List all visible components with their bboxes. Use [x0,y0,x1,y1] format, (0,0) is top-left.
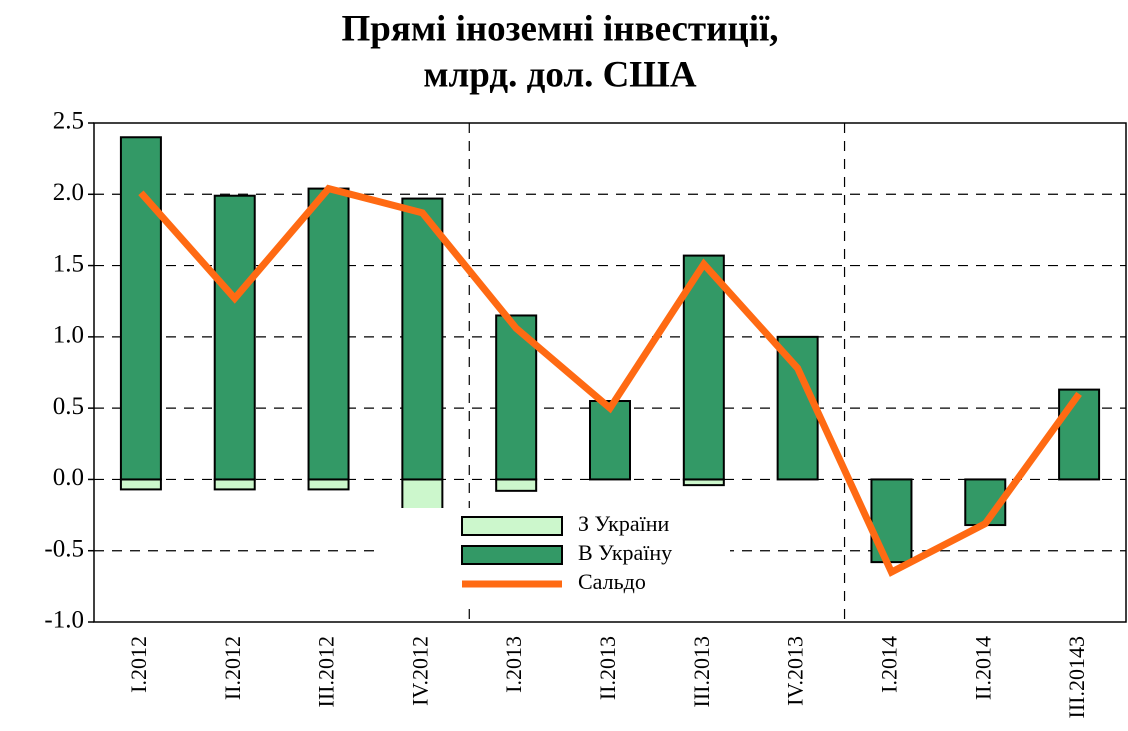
x-tick-label: III.2012 [314,636,339,707]
y-tick-label: -0.5 [44,535,84,562]
x-tick-label: II.2012 [220,636,245,700]
line [138,184,1082,577]
bar [401,197,444,481]
bar [776,335,819,481]
legend-label: З України [578,511,670,536]
y-tick-label: 1.0 [53,322,84,349]
y-tick-label: 2.5 [53,108,84,135]
bar [307,187,350,481]
legend-label: В Україну [578,540,672,565]
x-tick-label: III.2013 [689,636,714,707]
plot-border [93,122,1127,623]
x-tick-label: I.2012 [126,636,151,693]
y-tick-label: 0.0 [53,464,84,491]
x-tick-label: I.2013 [501,636,526,693]
legend-swatch [461,545,563,565]
bar [495,478,538,492]
bar [682,254,725,481]
x-tick-label: IV.2013 [783,636,808,706]
bar [1058,388,1101,481]
y-tick-label: -1.0 [44,607,84,634]
y-tick-label: 2.0 [53,179,84,206]
bar [307,478,350,491]
chart-title: млрд. дол. США [423,54,697,95]
x-tick-label: III.20143 [1064,636,1089,718]
bar [589,400,631,481]
y-tick-label: 0.5 [53,393,84,420]
legend-label: Сальдо [578,569,646,594]
y-tick-label: 1.5 [53,250,84,277]
x-tick-label: II.2013 [595,636,620,700]
bar [119,478,162,491]
x-tick-label: IV.2012 [407,636,432,706]
bar [119,136,162,481]
chart-title: Прямі іноземні інвестиції, [341,8,778,49]
x-tick-label: I.2014 [877,636,902,693]
x-tick-label: II.2014 [970,636,995,700]
bar [213,478,256,491]
bar [213,194,256,481]
legend-swatch [461,516,563,536]
legend: З України В Україну Сальдо [380,508,730,604]
